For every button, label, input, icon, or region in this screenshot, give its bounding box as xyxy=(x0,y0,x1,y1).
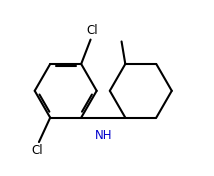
Text: Cl: Cl xyxy=(87,24,98,37)
Text: NH: NH xyxy=(95,129,112,142)
Text: Cl: Cl xyxy=(31,144,43,157)
